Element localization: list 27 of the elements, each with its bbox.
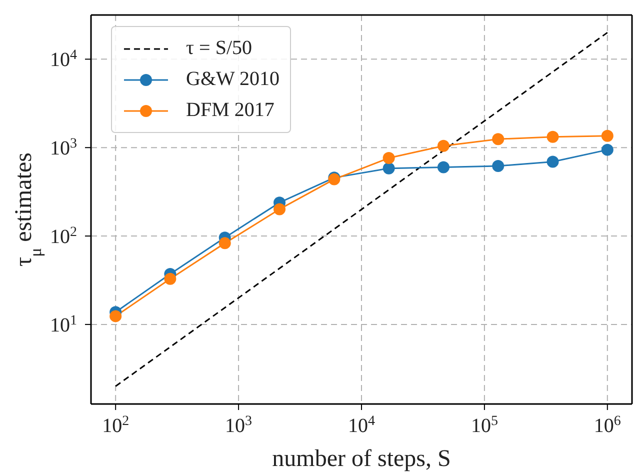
x-tick-label: 10$^{2}$	[102, 414, 130, 437]
point	[492, 133, 504, 146]
point	[110, 310, 122, 322]
legend-label: G&W 2010	[186, 68, 280, 91]
x-tick-label: 10$^{4}$	[348, 414, 375, 437]
point	[546, 156, 559, 168]
x-axis-title: number of steps, S	[272, 446, 451, 472]
point	[437, 161, 450, 174]
point	[164, 272, 176, 285]
point	[437, 140, 450, 152]
point	[546, 130, 559, 143]
x-tick-label: 10$^{5}$	[470, 414, 498, 437]
point	[382, 162, 395, 174]
point	[601, 144, 614, 156]
point	[492, 160, 504, 172]
x-tick-label: 10$^{3}$	[225, 414, 252, 437]
legend-label: DFM 2017	[186, 99, 274, 122]
point	[382, 152, 395, 164]
point	[601, 130, 614, 142]
point	[274, 203, 286, 216]
y-tick-label: 10$^{3}$	[50, 136, 77, 160]
x-tick-label: 10$^{6}$	[594, 414, 621, 437]
legend-label: τ = S/50	[186, 37, 252, 60]
y-tick-label: 10$^{1}$	[50, 312, 77, 336]
point	[218, 237, 231, 250]
y-tick-label: 10$^{4}$	[50, 48, 77, 72]
y-tick-label: 10$^{2}$	[50, 224, 77, 248]
